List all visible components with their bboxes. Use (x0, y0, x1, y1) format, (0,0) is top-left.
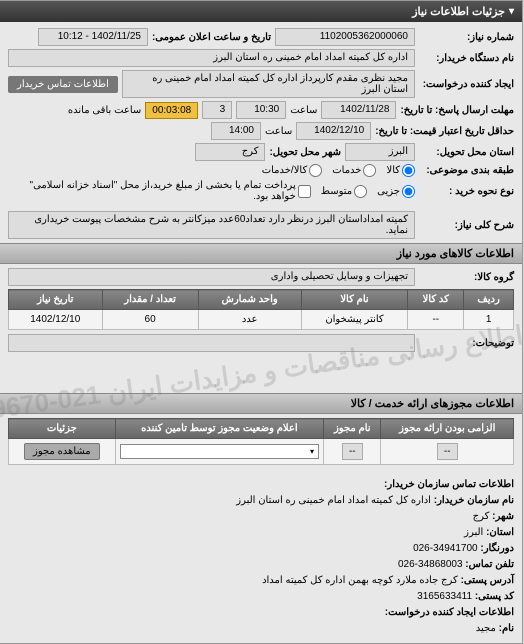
lic-status-select[interactable] (121, 444, 320, 459)
th-qty: تعداد / مقدار (103, 290, 199, 310)
need-desc-label: شرح کلی نیاز: (420, 220, 515, 231)
city-value: کرج (196, 143, 266, 161)
validity-label: حداقل تاریخ اعتبار قیمت: تا تاریخ: (376, 126, 515, 137)
radio-kala-khadamat[interactable]: کالا/خدمات (263, 164, 324, 177)
th-row: ردیف (465, 290, 515, 310)
group-label: گروه کالا: (420, 272, 515, 283)
licenses-section-header: اطلاعات مجوزهای ارائه خدمت / کالا (1, 393, 523, 414)
budget-label: طبقه بندی موضوعی: (420, 165, 515, 176)
check-note[interactable]: پرداخت تمام یا بخشی از مبلغ خرید،از محل … (9, 180, 312, 202)
footer-contact: اطلاعات تماس سازمان خریدار: نام سازمان خ… (1, 471, 523, 643)
table-row[interactable]: 1 -- کانتر پیشخوان عدد 60 1402/12/10 (10, 310, 515, 330)
th-date: تاریخ نیاز (10, 290, 104, 310)
lic-mandatory: -- (438, 443, 459, 460)
goods-section-header: اطلاعات کالاهای مورد نیاز (1, 243, 523, 264)
lic-name: -- (343, 443, 364, 460)
radio-jozi[interactable]: جزیی (378, 185, 416, 198)
deadline-date: 1402/11/28 (322, 101, 397, 119)
lth-name: نام مجوز (325, 419, 382, 439)
goods-table: ردیف کد کالا نام کالا واحد شمارش تعداد /… (9, 289, 515, 330)
buyer-org-label: نام دستگاه خریدار: (420, 53, 515, 64)
lth-mandatory: الزامی بودن ارائه مجوز (382, 419, 515, 439)
creator-value: مجید نظری مقدم کارپرداز اداره کل کمیته ا… (123, 70, 416, 98)
view-license-button[interactable]: مشاهده مجوز (25, 443, 101, 460)
licenses-table: الزامی بودن ارائه مجوز نام مجوز اعلام وض… (9, 418, 515, 465)
watermark-area (9, 355, 515, 389)
th-name: نام کالا (302, 290, 409, 310)
attachments-value (9, 334, 416, 352)
attachments-label: توضیحات: (420, 338, 515, 349)
panel-header: جزئیات اطلاعات نیاز (1, 1, 523, 22)
th-unit: واحد شمارش (199, 290, 302, 310)
radio-kala[interactable]: کالا (387, 164, 416, 177)
province-value: البرز (346, 143, 416, 161)
province-label: استان محل تحویل: (420, 147, 515, 158)
lic-row: -- -- مشاهده مجوز (10, 439, 515, 465)
buyer-org-value: اداره کل کمیته امداد امام خمینی ره استان… (9, 49, 416, 67)
days-value: 3 (203, 101, 233, 119)
validity-date: 1402/12/10 (297, 122, 372, 140)
deadline-time: 10:30 (237, 101, 287, 119)
announce-value: 1402/11/25 - 10:12 (39, 28, 149, 46)
creator-label: ایجاد کننده درخواست: (420, 79, 515, 90)
announce-label: تاریخ و ساعت اعلان عمومی: (153, 32, 272, 43)
remaining-label: ساعت باقی مانده (69, 105, 142, 116)
time-label-1: ساعت (291, 105, 318, 116)
need-desc-value: کمیته امداداستان البرز درنظر دارد تعداد6… (9, 211, 416, 239)
purchase-label: نوع نحوه خرید : (420, 186, 515, 197)
time-label-2: ساعت (266, 126, 293, 137)
lth-details: جزئیات (10, 419, 117, 439)
req-no-value: 1102005362000060 (276, 28, 416, 46)
req-no-label: شماره نیاز: (420, 32, 515, 43)
th-code: کد کالا (409, 290, 465, 310)
group-value: تجهیزات و وسایل تحصیلی واداری (9, 268, 416, 286)
validity-time: 14:00 (212, 122, 262, 140)
lth-status: اعلام وضعیت مجوز توسط تامین کننده (116, 419, 324, 439)
radio-khadamat[interactable]: خدمات (333, 164, 377, 177)
deadline-label: مهلت ارسال پاسخ: تا تاریخ: (401, 105, 515, 116)
countdown-timer: 00:03:08 (146, 102, 199, 119)
radio-motavaset[interactable]: متوسط (322, 185, 368, 198)
city-label: شهر محل تحویل: (270, 147, 342, 158)
contact-buyer-button[interactable]: اطلاعات تماس خریدار (9, 76, 119, 93)
